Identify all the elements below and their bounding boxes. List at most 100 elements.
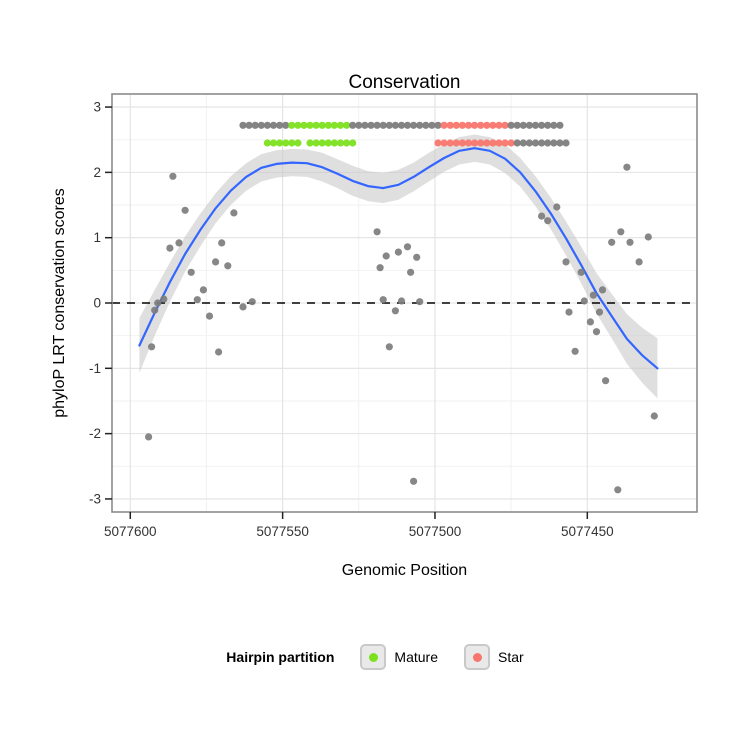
legend-label-mature: Mature xyxy=(394,649,438,665)
scatter-point xyxy=(248,298,256,306)
scatter-point xyxy=(230,209,238,217)
legend-title: Hairpin partition xyxy=(226,649,335,665)
scatter-point xyxy=(397,297,406,305)
partition-point-mature xyxy=(306,139,314,147)
partition-point-gray xyxy=(525,139,534,147)
partition-point-star xyxy=(446,121,454,129)
legend: Hairpin partition Mature Star xyxy=(0,640,750,674)
partition-point-gray xyxy=(245,121,253,129)
x-axis: 5077600 5077550 5077500 5077450 xyxy=(104,512,614,539)
mature-dot-icon xyxy=(368,652,378,662)
partition-point-gray xyxy=(269,121,278,129)
scatter-point xyxy=(169,172,177,180)
legend-item-mature: Mature xyxy=(360,644,438,670)
scatter-point xyxy=(205,312,214,320)
partition-point-gray xyxy=(239,121,247,129)
partition-point-star xyxy=(501,139,509,147)
partition-point-mature xyxy=(300,121,308,129)
partition-point-gray xyxy=(349,121,357,129)
partition-point-gray xyxy=(276,121,284,129)
partition-point-gray xyxy=(257,121,265,129)
partition-point-star xyxy=(495,121,503,129)
partition-point-gray xyxy=(525,121,534,129)
partition-point-mature xyxy=(318,121,326,129)
partition-point-mature xyxy=(312,121,320,129)
scatter-point xyxy=(175,239,183,247)
partition-point-gray xyxy=(416,121,424,129)
scatter-point xyxy=(148,343,156,351)
y-tick-label: 3 xyxy=(93,100,101,115)
scatter-point xyxy=(565,308,573,316)
partition-point-gray xyxy=(519,139,527,147)
partition-point-mature xyxy=(343,139,351,147)
partition-point-gray xyxy=(251,121,259,129)
partition-point-star xyxy=(495,139,503,147)
partition-point-gray xyxy=(379,121,387,129)
partition-point-star xyxy=(464,139,473,147)
partition-point-gray xyxy=(550,139,558,147)
partition-point-star xyxy=(458,139,466,147)
partition-point-star xyxy=(471,121,479,129)
scatter-point xyxy=(385,343,393,351)
x-tick-label: 5077600 xyxy=(104,524,157,539)
partition-point-mature xyxy=(263,139,271,147)
partition-point-gray xyxy=(367,121,375,129)
partition-point-mature xyxy=(336,121,345,129)
y-axis-title: phyloP LRT conservation scores xyxy=(51,188,68,418)
partition-point-mature xyxy=(312,139,320,147)
x-tick-label: 5077500 xyxy=(409,524,462,539)
partition-point-gray xyxy=(544,139,552,147)
partition-point-mature xyxy=(269,139,278,147)
scatter-point xyxy=(598,286,607,294)
scatter-points xyxy=(145,163,658,494)
partition-point-star xyxy=(471,139,479,147)
partition-point-star xyxy=(446,139,454,147)
partition-point-star xyxy=(483,121,491,129)
scatter-point xyxy=(592,328,601,336)
scatter-point xyxy=(193,296,201,304)
partition-point-gray xyxy=(282,121,290,129)
scatter-point xyxy=(416,298,424,306)
partition-point-mature xyxy=(276,139,284,147)
scatter-point xyxy=(635,258,643,266)
scatter-point xyxy=(626,238,634,246)
partition-point-mature xyxy=(318,139,326,147)
partition-point-star xyxy=(483,139,491,147)
legend-item-star: Star xyxy=(464,644,524,670)
partition-point-gray xyxy=(355,121,363,129)
scatter-point xyxy=(166,244,174,252)
scatter-point xyxy=(382,252,390,260)
y-tick-label: 2 xyxy=(93,165,101,180)
confidence-band xyxy=(139,134,658,399)
partition-point-star xyxy=(489,139,497,147)
partition-point-gray xyxy=(385,121,393,129)
partition-point-mature xyxy=(336,139,345,147)
scatter-point xyxy=(608,238,616,246)
scatter-point xyxy=(187,268,195,276)
scatter-point xyxy=(644,233,652,241)
scatter-point xyxy=(376,264,384,272)
partition-point-mature xyxy=(330,121,338,129)
partition-point-star xyxy=(477,139,485,147)
scatter-point xyxy=(571,347,579,355)
scatter-point xyxy=(623,163,631,171)
scatter-point xyxy=(403,243,412,251)
partition-point-mature xyxy=(324,121,332,129)
scatter-point xyxy=(379,296,387,304)
scatter-point xyxy=(181,206,189,214)
partition-tracks xyxy=(239,121,570,147)
partition-point-gray xyxy=(507,121,515,129)
x-tick-label: 5077550 xyxy=(256,524,309,539)
scatter-point xyxy=(394,248,402,256)
partition-point-mature xyxy=(330,139,338,147)
partition-point-star xyxy=(452,139,460,147)
partition-point-gray xyxy=(397,121,406,129)
partition-point-star xyxy=(458,121,466,129)
scatter-point xyxy=(373,228,381,236)
partition-point-gray xyxy=(403,121,412,129)
partition-point-gray xyxy=(422,121,430,129)
scatter-point xyxy=(215,348,223,356)
x-tick-label: 5077450 xyxy=(561,524,614,539)
scatter-point xyxy=(614,486,622,494)
